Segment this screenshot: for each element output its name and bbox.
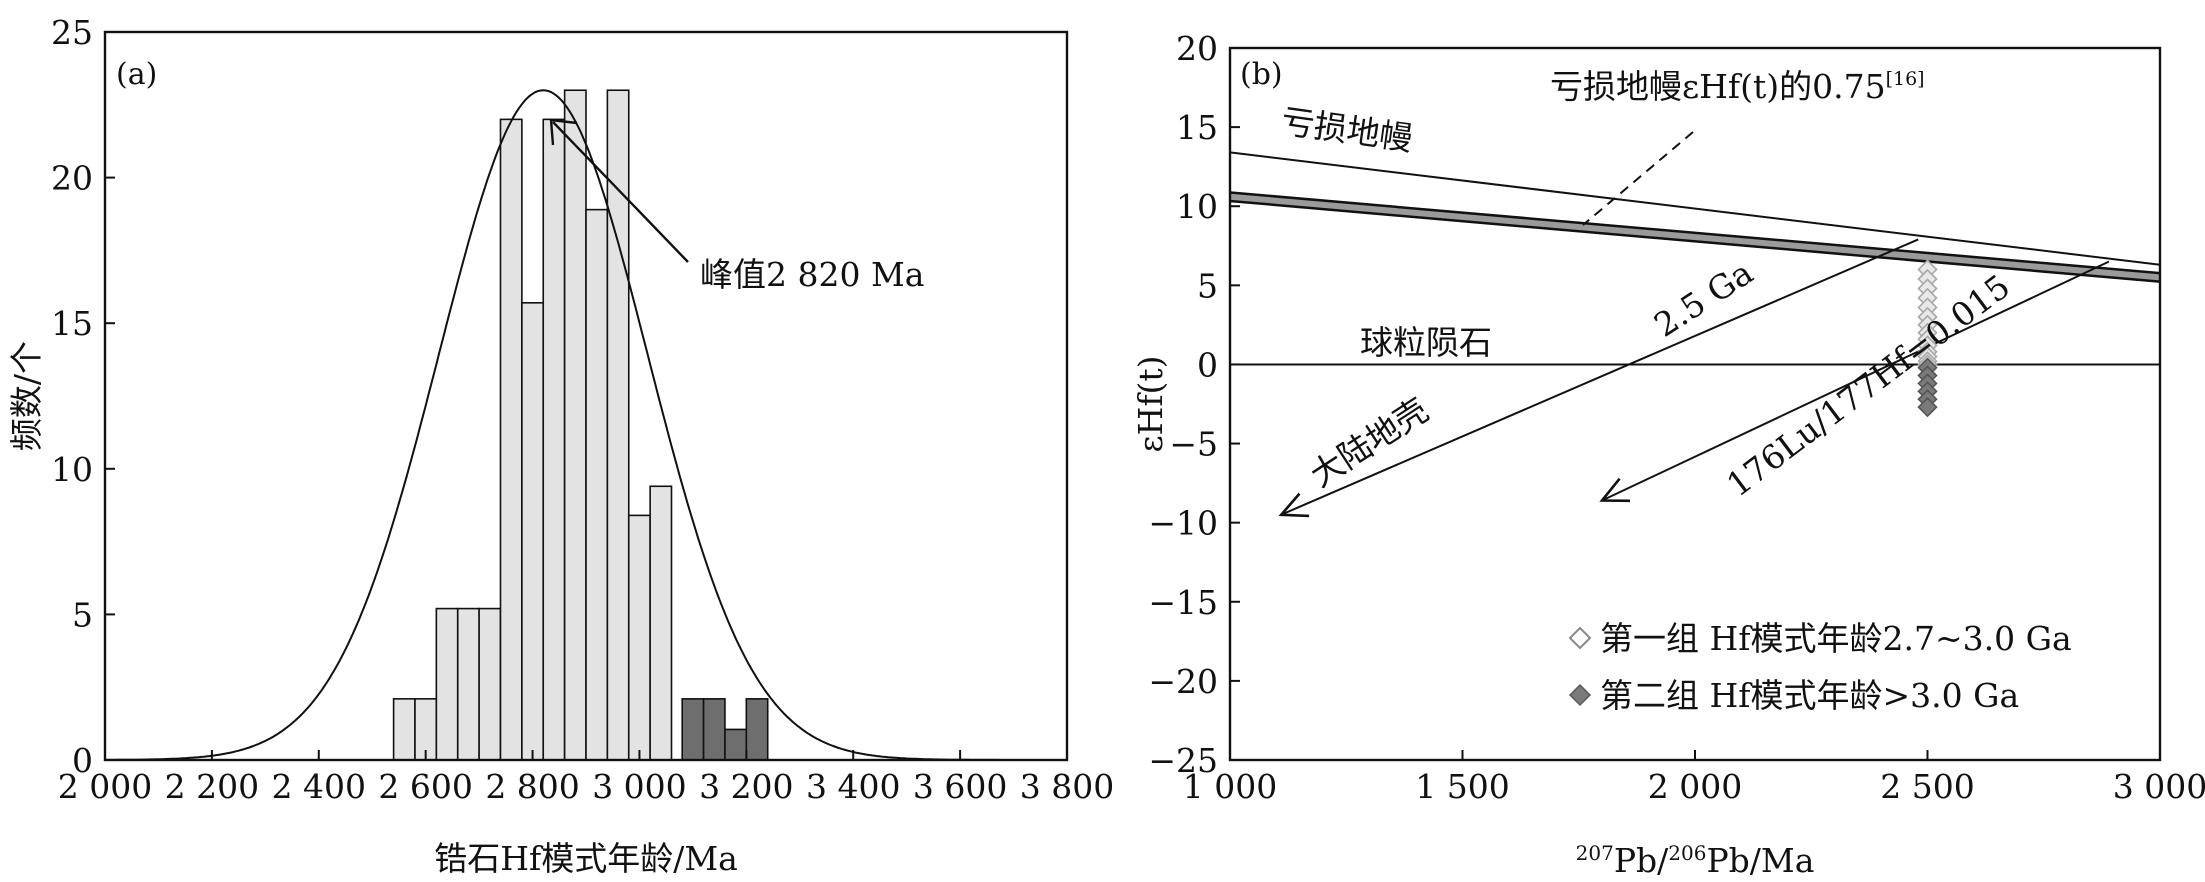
histogram-bar xyxy=(681,698,705,761)
x-axis-title: 207Pb/206Pb/Ma xyxy=(1576,841,1815,880)
histogram-bar xyxy=(745,698,769,761)
y-tick-label: 20 xyxy=(1176,29,1218,68)
evolution-line xyxy=(1601,260,2110,502)
lu-hf-arrow-head xyxy=(1599,477,1631,503)
peak-arrow-head xyxy=(549,118,578,146)
normal-distribution-curve xyxy=(105,89,1067,761)
histogram-bar xyxy=(563,89,587,761)
histogram-bar xyxy=(627,514,651,761)
peak-annotation: 峰值2 820 Ma xyxy=(549,118,924,294)
legend-label-group1: 第一组 Hf模式年龄2.7~3.0 Ga xyxy=(1600,619,2072,658)
histogram-bar xyxy=(649,485,673,761)
histogram-bar xyxy=(392,698,416,761)
crust-arrow-head xyxy=(1278,492,1310,518)
y-axis-title: εHf(t) xyxy=(1131,355,1170,452)
data-points xyxy=(1917,259,1938,418)
x-tick-label: 2 000 xyxy=(58,767,152,806)
y-tick-label: 20 xyxy=(51,159,93,198)
x-tick-label: 2 800 xyxy=(485,767,579,806)
y-tick-label: −10 xyxy=(1148,504,1218,543)
y-tick-label: −15 xyxy=(1148,583,1218,622)
crust-age-label: 2.5 Ga xyxy=(1647,253,1760,345)
depleted-mantle-label: 亏损地幔 xyxy=(1279,101,1415,158)
depleted-mantle-075-label: 亏损地幔εHf(t)的0.75[16] xyxy=(1550,67,1925,106)
y-axis-title: 频数/个 xyxy=(7,341,46,451)
histogram-bar xyxy=(456,607,480,761)
histogram-bar xyxy=(542,118,566,761)
y-tick-label: 15 xyxy=(1176,108,1218,147)
x-tick-label: 3 000 xyxy=(2113,767,2205,806)
axis-ticks: 1 000 1 500 2 000 2 500 3 000 20 15 10 5 0 −5 −10 −1… xyxy=(1148,29,2205,806)
histogram-bar xyxy=(724,728,748,761)
evolution-lines xyxy=(1229,151,2161,518)
peak-label: 峰值2 820 Ma xyxy=(700,255,924,294)
x-tick-label: 3 000 xyxy=(592,767,686,806)
y-tick-label: 10 xyxy=(1176,187,1218,226)
x-tick-label: 3 600 xyxy=(913,767,1007,806)
x-tick-label: 2 000 xyxy=(1648,767,1742,806)
legend-marker-open-diamond xyxy=(1568,626,1592,650)
histogram-bar xyxy=(435,607,459,761)
histogram-bars xyxy=(392,89,769,761)
y-tick-label: 5 xyxy=(72,595,93,634)
histogram-bar xyxy=(702,698,726,761)
data-point-group2 xyxy=(1917,397,1938,418)
y-tick-label: 10 xyxy=(51,450,93,489)
chondrite-label: 球粒陨石 xyxy=(1360,323,1492,362)
peak-arrow-shaft xyxy=(552,121,689,263)
x-tick-label: 3 400 xyxy=(806,767,900,806)
histogram-bar xyxy=(478,607,502,761)
x-tick-label: 2 600 xyxy=(378,767,472,806)
evolution-line-band xyxy=(1229,193,2161,281)
evolution-line xyxy=(1229,151,2161,266)
panel-label: (a) xyxy=(116,57,157,92)
x-tick-label: 1 500 xyxy=(1415,767,1509,806)
x-tick-label: 1 000 xyxy=(1183,767,1277,806)
histogram-bar xyxy=(499,118,523,761)
ehf-panel: 1 000 1 500 2 000 2 500 3 000 20 15 10 5 0 −5 −10 −1… xyxy=(1131,29,2205,880)
y-tick-label: −5 xyxy=(1169,425,1218,464)
legend-marker-filled-diamond xyxy=(1568,683,1592,707)
histogram-bar xyxy=(585,208,609,761)
y-tick-label: 15 xyxy=(51,304,93,343)
x-tick-label: 2 200 xyxy=(165,767,259,806)
legend-label-group2: 第二组 Hf模式年龄>3.0 Ga xyxy=(1600,676,2019,715)
axis-ticks: 2 000 2 200 2 400 2 600 2 800 3 000 3 200 3 400… xyxy=(51,13,1114,806)
y-tick-label: 5 xyxy=(1197,266,1218,305)
panel-label: (b) xyxy=(1240,57,1283,92)
lu-hf-ratio-label: 176Lu/177Hf=0.015 xyxy=(1719,267,2017,505)
histogram-bar xyxy=(521,302,545,761)
continental-crust-label: 大陆地壳 xyxy=(1303,390,1435,495)
x-tick-label: 2 400 xyxy=(272,767,366,806)
x-tick-label: 3 200 xyxy=(699,767,793,806)
x-tick-label: 2 500 xyxy=(1880,767,1974,806)
evolution-line xyxy=(1280,238,1919,516)
y-tick-label: −20 xyxy=(1148,662,1218,701)
plot-frame xyxy=(103,30,1069,762)
legend: 第一组 Hf模式年龄2.7~3.0 Ga 第二组 Hf模式年龄>3.0 Ga xyxy=(1568,619,2072,715)
depleted-mantle-075-leader xyxy=(1582,131,1694,226)
y-tick-label: 25 xyxy=(51,13,93,52)
x-axis-title: 锆石Hf模式年龄/Ma xyxy=(434,839,738,878)
plot-frame xyxy=(1228,46,2162,762)
y-tick-label: −25 xyxy=(1148,741,1218,780)
x-tick-label: 3 800 xyxy=(1020,767,1114,806)
y-tick-label: 0 xyxy=(72,741,93,780)
histogram-panel: 2 000 2 200 2 400 2 600 2 800 3 000 3 200 3 400… xyxy=(7,13,1114,878)
y-tick-label: 0 xyxy=(1197,345,1218,384)
